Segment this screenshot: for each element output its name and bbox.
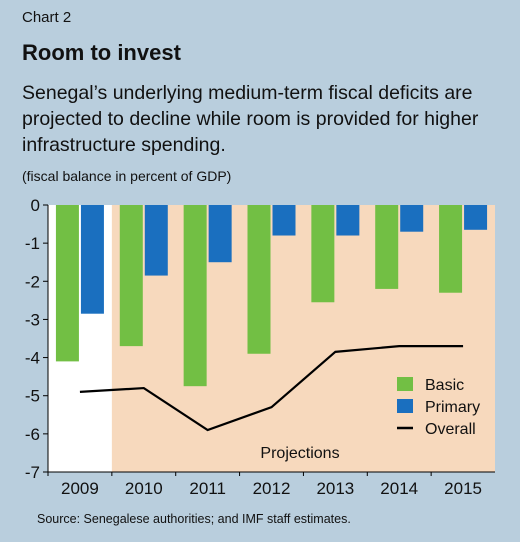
bar-primary bbox=[272, 205, 296, 236]
legend-label: Overall bbox=[425, 421, 476, 438]
chart-source: Source: Senegalese authorities; and IMF … bbox=[37, 512, 351, 526]
projection-shading bbox=[111, 205, 495, 472]
x-tick-label: 2012 bbox=[253, 479, 291, 498]
bar-primary bbox=[80, 205, 104, 314]
x-tick-label: 2013 bbox=[316, 479, 354, 498]
y-tick-label: -6 bbox=[25, 425, 40, 444]
legend-label: Primary bbox=[425, 399, 480, 416]
y-tick-label: 0 bbox=[31, 196, 40, 215]
x-tick-label: 2011 bbox=[189, 479, 226, 498]
x-tick-label: 2009 bbox=[61, 479, 99, 498]
bar-primary bbox=[208, 205, 232, 263]
chart-label: Chart 2 bbox=[22, 9, 72, 26]
legend-label: Basic bbox=[425, 377, 464, 394]
y-tick-label: -7 bbox=[25, 463, 40, 482]
x-tick-label: 2014 bbox=[380, 479, 418, 498]
y-tick-label: -3 bbox=[25, 310, 40, 329]
chart-title: Room to invest bbox=[22, 40, 181, 65]
bar-primary bbox=[336, 205, 360, 236]
bar-basic bbox=[119, 205, 143, 347]
bar-basic bbox=[311, 205, 335, 303]
bar-basic bbox=[247, 205, 271, 354]
x-tick-label: 2010 bbox=[125, 479, 163, 498]
chart-subtitle: Senegal’s underlying medium-term fiscal … bbox=[22, 82, 479, 156]
legend-swatch-primary bbox=[397, 399, 413, 413]
bar-basic bbox=[55, 205, 79, 362]
bar-primary bbox=[400, 205, 424, 232]
y-tick-label: -1 bbox=[25, 234, 40, 253]
y-tick-label: -5 bbox=[25, 387, 40, 406]
bar-basic bbox=[183, 205, 207, 387]
bar-primary bbox=[464, 205, 488, 230]
y-tick-label: -4 bbox=[25, 349, 40, 368]
bar-basic bbox=[439, 205, 463, 293]
projections-label: Projections bbox=[260, 445, 339, 462]
bar-primary bbox=[144, 205, 168, 276]
line-overall bbox=[79, 345, 464, 432]
y-tick-label: -2 bbox=[25, 272, 40, 291]
x-tick-label: 2015 bbox=[444, 479, 482, 498]
bar-basic bbox=[375, 205, 399, 289]
legend-swatch-basic bbox=[397, 377, 413, 391]
chart-unit: (fiscal balance in percent of GDP) bbox=[22, 168, 232, 184]
